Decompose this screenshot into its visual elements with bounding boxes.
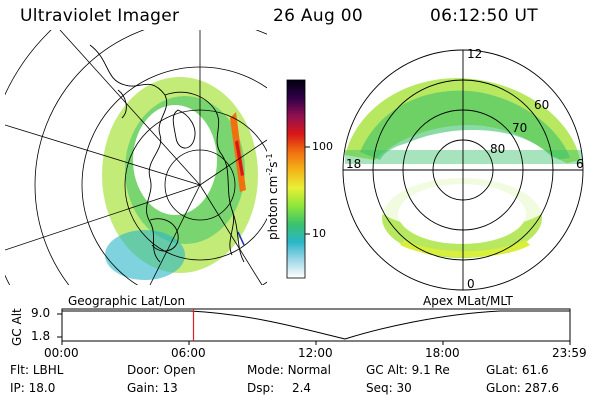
- polar-mlt-plot: [342, 49, 584, 291]
- status-gain: Gain: 13: [127, 381, 178, 395]
- status-gain-value: 13: [162, 381, 178, 395]
- mlt-label-noon: 12: [467, 47, 483, 61]
- time-label: 06:12:50 UT: [430, 6, 538, 26]
- status-seq: Seq: 30: [366, 381, 412, 395]
- lat-circle-50: [34, 30, 267, 285]
- oval-core: [360, 90, 570, 160]
- status-mode: Mode: Normal: [247, 363, 331, 377]
- timeline-xtick-2: 12:00: [298, 346, 333, 360]
- status-glat-value: 61.6: [521, 363, 549, 377]
- mlt-label-midnight: 0: [467, 277, 475, 291]
- mlat-label-60: 60: [534, 98, 550, 112]
- mlt-label-dawn: 6: [576, 157, 584, 171]
- colorbar-label-100: 100: [312, 140, 333, 153]
- aurora-dayside-glow: [105, 230, 185, 280]
- status-filter-value: LBHL: [32, 363, 64, 377]
- colorbar-label-10: 10: [312, 227, 326, 240]
- status-mode-value: Normal: [287, 363, 331, 377]
- timeline-ytick-low: 1.8: [31, 329, 51, 343]
- instrument-title: Ultraviolet Imager: [20, 6, 180, 26]
- terminator-mark: [237, 231, 245, 246]
- status-seq-value: 30: [396, 381, 412, 395]
- colorbar: [286, 79, 310, 279]
- status-gc-alt-value: 9.1 Re: [411, 363, 450, 377]
- mlt-label-dusk: 18: [346, 157, 362, 171]
- altitude-curve: [62, 310, 570, 340]
- colorbar-gradient: [286, 79, 306, 279]
- timeline-ticks: [61, 341, 571, 345]
- mlat-label-80: 80: [490, 142, 506, 156]
- status-door: Door: Open: [127, 363, 196, 377]
- status-dsp: Dsp: 2.4: [247, 381, 312, 395]
- date-label: 26 Aug 00: [273, 6, 363, 26]
- polar-cap-region: [380, 138, 570, 170]
- status-glon: GLon: 287.6: [486, 381, 559, 395]
- status-filter: Flt: LBHL: [10, 363, 64, 377]
- equatorial-glow: [345, 150, 583, 164]
- timeline-xtick-1: 06:00: [171, 346, 206, 360]
- geographic-map: [5, 30, 267, 285]
- mlat-label-70: 70: [512, 121, 528, 135]
- timeline-frame: [61, 308, 571, 342]
- status-dsp-value: 2.4: [291, 381, 312, 395]
- timeline-xtick-3: 18:00: [425, 346, 460, 360]
- status-ip: IP: 18.0: [10, 381, 56, 395]
- status-ip-value: 18.0: [28, 381, 56, 395]
- status-glon-value: 287.6: [524, 381, 559, 395]
- altitude-timeline: [57, 308, 571, 345]
- timeline-xtick-4: 23:59: [552, 346, 587, 360]
- status-door-value: Open: [163, 363, 196, 377]
- timeline-ylabel: GC Alt: [10, 308, 24, 346]
- polar-panel-caption: Apex MLat/MLT: [423, 294, 513, 308]
- status-gc-alt: GC Alt: 9.1 Re: [366, 363, 450, 377]
- status-glat: GLat: 61.6: [486, 363, 549, 377]
- coastlines: [89, 44, 245, 263]
- colorbar-unit-label: photon cm-2s-1: [265, 153, 280, 240]
- timeline-ytick-high: 9.0: [31, 306, 51, 320]
- timeline-xtick-0: 00:00: [44, 346, 79, 360]
- geo-panel-caption: Geographic Lat/Lon: [68, 294, 186, 308]
